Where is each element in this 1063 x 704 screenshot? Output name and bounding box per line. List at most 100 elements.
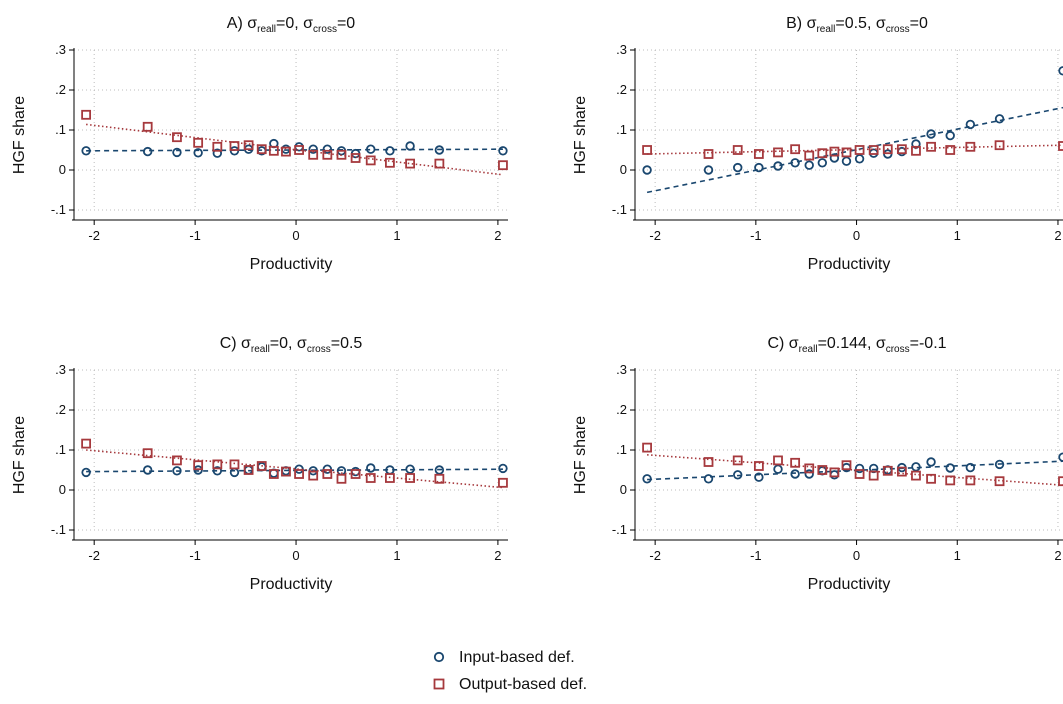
x-tick-label: 0 (292, 548, 299, 563)
x-tick-label: -2 (649, 228, 661, 243)
output-point (829, 146, 840, 157)
output-point (172, 455, 182, 466)
output-point (281, 466, 291, 477)
input-point (366, 463, 376, 473)
output-point (385, 157, 395, 168)
y-tick-label: .2 (616, 402, 627, 417)
output-point (81, 109, 92, 120)
output-point (193, 460, 204, 471)
y-tick-label: -.1 (51, 202, 66, 217)
y-axis-title: HGF share (572, 96, 589, 174)
title-subscript: cross (313, 24, 337, 35)
output-point (882, 144, 893, 155)
output-point (308, 149, 319, 160)
output-point (322, 469, 333, 479)
input-point (911, 462, 921, 472)
title-text: C) σ (767, 335, 798, 352)
x-tick-label: -2 (88, 228, 100, 243)
output-point (268, 469, 279, 479)
output-point (498, 160, 508, 171)
output-point (854, 145, 865, 155)
title-text: =0.144, σ (818, 335, 886, 352)
x-tick-label: 1 (393, 228, 400, 243)
input-point (81, 467, 91, 478)
x-tick-label: 0 (853, 228, 860, 243)
title-text: =0 (910, 15, 928, 32)
input-point (1058, 66, 1063, 76)
x-axis-title: Productivity (808, 256, 891, 273)
input-point (322, 144, 333, 154)
y-tick-label: 0 (620, 482, 627, 497)
input-point (754, 472, 764, 482)
input-point (212, 466, 223, 476)
input-fit-line (646, 106, 1063, 194)
title-text: =0.5, σ (835, 15, 885, 32)
output-point (773, 455, 783, 466)
output-point (817, 148, 828, 159)
output-point (268, 145, 279, 156)
input-point (804, 469, 814, 479)
input-point (434, 145, 445, 155)
input-point (994, 114, 1005, 124)
output-point (1058, 141, 1063, 151)
output-point (256, 461, 267, 471)
output-point (229, 141, 240, 151)
y-tick-label: .1 (616, 442, 627, 457)
x-tick-label: -1 (750, 548, 762, 563)
input-point (733, 470, 743, 480)
input-point (385, 146, 395, 156)
panel-c: C) σreall=0, σcross=0.5 -.1 0 .1 .2 .3 -2 -1 0 1 2… (11, 335, 508, 593)
output-point (212, 459, 223, 470)
output-point (994, 140, 1005, 151)
y-tick-label: 0 (59, 162, 66, 177)
output-point (642, 145, 652, 155)
output-point (405, 158, 415, 169)
x-tick-label: 1 (954, 548, 961, 563)
output-point (243, 140, 254, 151)
output-point (365, 155, 376, 166)
y-tick-label: .3 (616, 362, 627, 377)
x-tick-label: -1 (189, 228, 201, 243)
output-point (896, 144, 907, 155)
input-point (193, 148, 203, 158)
input-point (926, 129, 936, 139)
panel-d: C) σreall=0.144, σcross=-0.1 -.1 0 .1 .2 .3 -2… (572, 335, 1063, 593)
y-tick-label: .1 (616, 122, 627, 137)
output-point (336, 149, 347, 160)
output-point (804, 150, 815, 161)
legend: Input-based def. Output-based def. (433, 649, 587, 693)
output-point (926, 473, 936, 484)
title-subscript: reall (816, 24, 835, 35)
y-tick-label: .2 (55, 402, 66, 417)
output-point (882, 465, 893, 476)
y-tick-label: 0 (59, 482, 66, 497)
input-point (841, 156, 852, 166)
input-point (945, 463, 955, 473)
x-tick-label: 1 (393, 548, 400, 563)
x-tick-label: 0 (853, 548, 860, 563)
title-text: C) σ (220, 335, 251, 352)
legend-marker-input (433, 651, 445, 663)
output-point (994, 476, 1005, 487)
input-point (790, 158, 800, 168)
title-subscript: reall (257, 24, 276, 35)
panel-a: A) σreall=0, σcross=0 -.1 0 .1 .2 .3 -2 -1 0 1 2 Pr… (11, 15, 508, 273)
output-point (817, 465, 828, 475)
title-subscript: reall (799, 344, 818, 355)
input-point (366, 144, 376, 154)
title-text: =0, σ (270, 335, 307, 352)
panel-title: C) σreall=0, σcross=0.5 (220, 335, 363, 355)
output-point (804, 463, 815, 474)
output-point (385, 473, 395, 483)
input-point (405, 141, 415, 151)
output-point (350, 469, 361, 479)
output-point (308, 470, 319, 481)
x-axis-title: Productivity (808, 576, 891, 593)
output-point (256, 144, 267, 155)
output-point (773, 147, 783, 158)
input-point (804, 160, 814, 170)
panel-title: C) σreall=0.144, σcross=-0.1 (767, 335, 946, 355)
x-tick-label: -2 (649, 548, 661, 563)
output-point (868, 470, 879, 481)
x-tick-label: 2 (1054, 548, 1061, 563)
